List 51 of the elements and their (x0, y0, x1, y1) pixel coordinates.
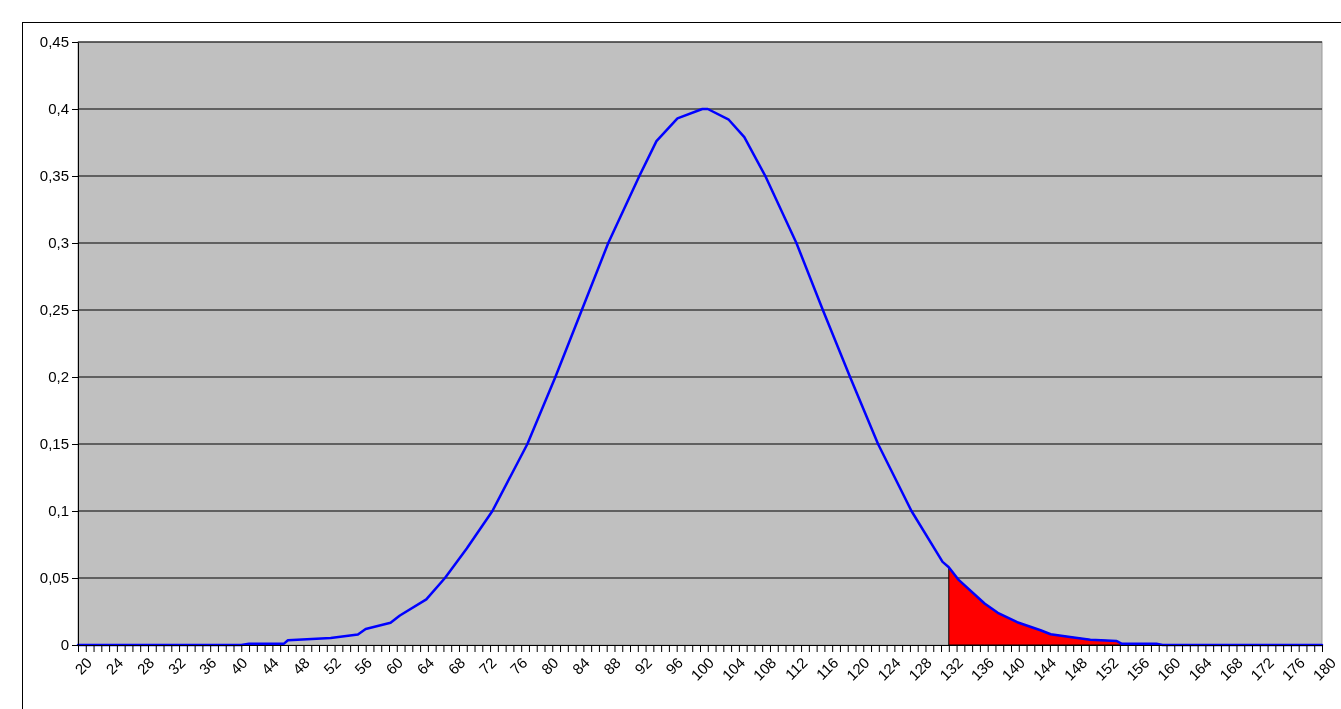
x-tick-label: 180 (1309, 653, 1340, 684)
y-tick-label: 0,4 (48, 100, 69, 118)
x-tick-label: 64 (413, 653, 438, 678)
x-tick-label: 80 (537, 653, 562, 678)
x-tick-label: 88 (600, 653, 624, 678)
y-tick-label: 0,1 (48, 502, 69, 520)
x-tick-label: 128 (905, 653, 935, 684)
x-tick-label: 176 (1278, 653, 1309, 684)
x-tick-label: 120 (842, 653, 873, 684)
x-tick-label: 140 (998, 653, 1029, 684)
y-tick-label: 0 (60, 636, 69, 654)
x-tick-label: 136 (967, 653, 998, 684)
y-tick-label: 0,05 (39, 569, 69, 587)
x-tick-label: 156 (1122, 653, 1153, 684)
y-tick-label: 0,2 (48, 368, 69, 386)
x-tick-label: 68 (444, 653, 469, 678)
y-tick-label: 0,35 (39, 167, 69, 185)
x-tick-label: 72 (475, 653, 500, 678)
x-tick-label: 24 (102, 653, 127, 678)
x-tick-label: 108 (749, 653, 780, 684)
x-tick-label: 172 (1247, 653, 1277, 684)
x-tick-label: 104 (718, 653, 749, 684)
x-tick-label: 84 (568, 653, 593, 678)
x-tick-label: 60 (382, 653, 407, 678)
x-tick-label: 56 (351, 653, 376, 678)
x-tick-label: 100 (687, 653, 718, 684)
x-tick-label: 48 (289, 653, 313, 678)
x-tick-label: 36 (195, 653, 220, 678)
x-tick-label: 44 (257, 653, 282, 678)
x-tick-label: 152 (1091, 653, 1122, 684)
x-tick-label: 92 (631, 653, 655, 678)
y-tick-label: 0,15 (39, 435, 69, 453)
x-tick-label: 40 (226, 653, 251, 678)
x-tick-label: 164 (1185, 653, 1215, 684)
x-tick-label: 76 (506, 653, 531, 678)
y-tick-label: 0,25 (39, 301, 69, 319)
x-tick-label: 20 (71, 653, 96, 678)
x-tick-label: 32 (164, 653, 189, 678)
x-tick-label: 96 (662, 653, 687, 678)
x-tick-label: 28 (133, 653, 158, 678)
x-tick-label: 168 (1216, 653, 1246, 684)
y-tick-label: 0,3 (48, 234, 69, 252)
y-tick-label: 0,45 (39, 33, 69, 51)
x-tick-label: 124 (874, 653, 904, 684)
x-tick-label: 52 (320, 653, 344, 678)
x-tick-label: 148 (1060, 653, 1091, 684)
x-tick-label: 144 (1029, 653, 1060, 684)
x-tick-label: 132 (936, 653, 966, 684)
x-tick-label: 116 (812, 653, 842, 683)
x-tick-label: 112 (781, 653, 811, 683)
x-tick-label: 160 (1153, 653, 1184, 684)
